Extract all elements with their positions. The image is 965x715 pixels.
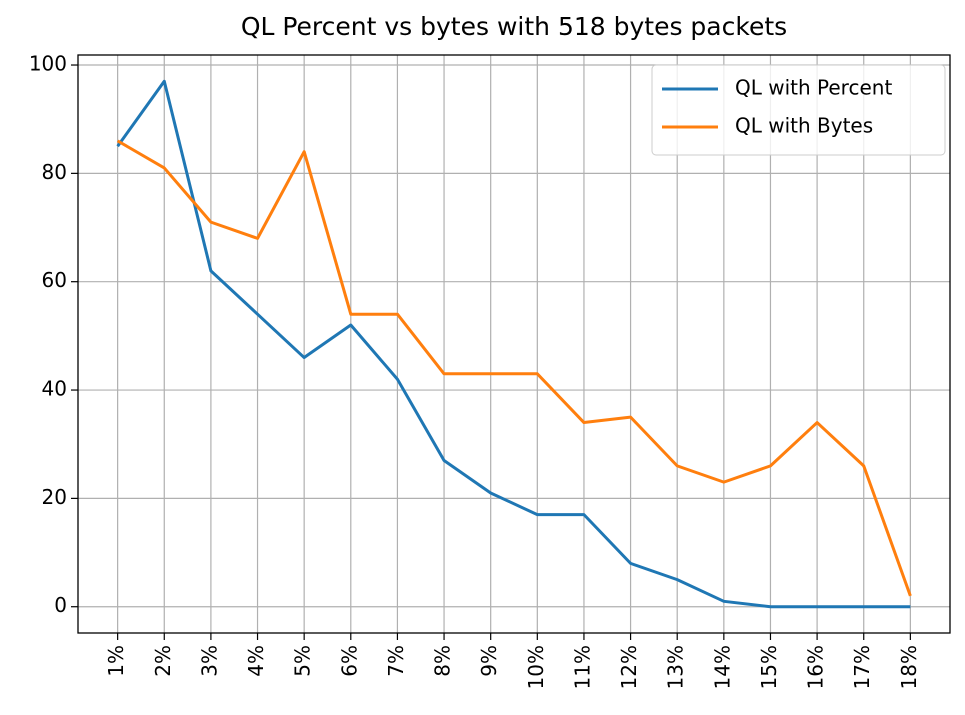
- x-tick-label: 12%: [617, 645, 641, 689]
- x-tick-label: 7%: [384, 645, 408, 677]
- x-tick-label: 1%: [104, 645, 128, 677]
- y-tick-label: 100: [29, 52, 67, 76]
- x-tick-label: 14%: [710, 645, 734, 689]
- x-tick-label: 9%: [477, 645, 501, 677]
- x-tick-label: 13%: [664, 645, 688, 689]
- x-tick-label: 2%: [151, 645, 175, 677]
- plot-frame: [77, 54, 951, 634]
- x-tick-label: 17%: [850, 645, 874, 689]
- x-tick-label: 10%: [524, 645, 548, 689]
- x-tick-label: 5%: [291, 645, 315, 677]
- data-line: [116, 79, 911, 609]
- legend-label: QL with Bytes: [735, 114, 873, 138]
- x-tick-label: 8%: [431, 645, 455, 677]
- legend-label: QL with Percent: [735, 76, 892, 100]
- y-tick-label: 40: [42, 377, 67, 401]
- data-line: [116, 139, 912, 597]
- y-tick-label: 60: [42, 268, 67, 292]
- x-tick-label: 4%: [244, 645, 268, 677]
- y-tick-label: 0: [54, 593, 67, 617]
- y-tick-label: 80: [42, 160, 67, 184]
- x-tick-label: 16%: [804, 645, 828, 689]
- x-tick-label: 18%: [897, 645, 921, 689]
- x-tick-label: 3%: [197, 645, 221, 677]
- chart-title: QL Percent vs bytes with 518 bytes packe…: [241, 12, 787, 41]
- x-tick-label: 15%: [757, 645, 781, 689]
- x-tick-label: 6%: [337, 645, 361, 677]
- legend-box: [651, 64, 946, 156]
- x-tick-label: 11%: [570, 645, 594, 689]
- y-tick-label: 20: [42, 485, 67, 509]
